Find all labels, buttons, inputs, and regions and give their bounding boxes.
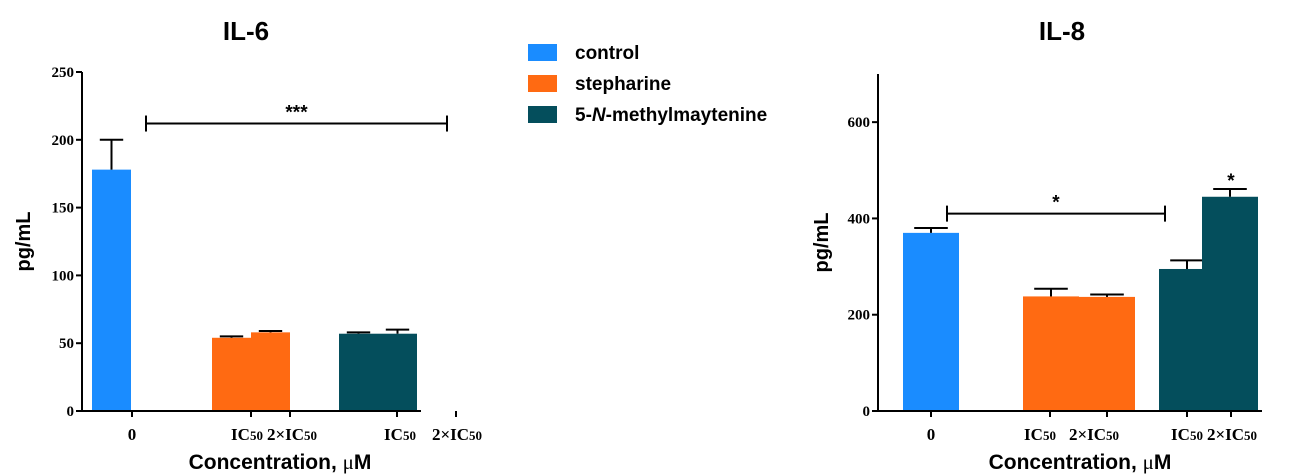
significance-label: ***	[285, 103, 308, 124]
legend-label-2: 5-N-methylmaytenine	[575, 105, 767, 126]
legend: control stepharine 5-N-methylmaytenine	[528, 43, 767, 126]
x-tick-label: 0	[128, 425, 137, 444]
bar	[339, 333, 378, 411]
x-axis-label: Concentration, μM	[189, 450, 372, 474]
y-tick-label: 250	[52, 65, 75, 81]
legend-label-0: control	[575, 43, 639, 64]
x-axis-label: Concentration, μM	[989, 450, 1172, 474]
y-tick-label: 0	[67, 404, 75, 420]
y-tick-label: 200	[848, 308, 871, 324]
x-tick-label: IC50	[1171, 425, 1203, 444]
y-tick-label: 400	[848, 211, 871, 227]
bar	[92, 169, 131, 411]
bar	[1023, 296, 1079, 411]
x-tick-label: IC50	[231, 425, 263, 444]
x-tick-label: 2×IC50	[1069, 425, 1119, 444]
bar	[378, 333, 417, 411]
legend-label-1: stepharine	[575, 74, 671, 95]
bar	[903, 232, 959, 411]
y-tick-label: 600	[848, 115, 871, 131]
bar	[212, 337, 251, 411]
bar	[1202, 196, 1258, 411]
y-tick-label: 0	[863, 404, 871, 420]
y-tick-label: 200	[52, 133, 75, 149]
y-tick-label: 100	[52, 268, 75, 284]
chart-title: IL-6	[223, 16, 269, 46]
x-tick-label: IC50	[1024, 425, 1056, 444]
bar	[251, 332, 290, 411]
y-axis-label: pg/mL	[13, 212, 35, 272]
y-tick-label: 150	[52, 201, 75, 217]
significance-label: *	[1052, 193, 1060, 214]
x-tick-label: 0	[927, 425, 936, 444]
x-tick-label: 2×IC50	[1207, 425, 1257, 444]
x-tick-label: 2×IC50	[432, 425, 482, 444]
legend-swatch-0	[528, 44, 557, 61]
x-tick-label: IC50	[384, 425, 416, 444]
y-axis-label: pg/mL	[811, 213, 833, 273]
significance-label: *	[1227, 171, 1235, 192]
chart-title: IL-8	[1039, 16, 1085, 46]
legend-swatch-1	[528, 75, 557, 92]
x-tick-label: 2×IC50	[267, 425, 317, 444]
y-tick-label: 50	[59, 336, 74, 352]
legend-swatch-2	[528, 106, 557, 123]
bar	[1079, 296, 1135, 411]
